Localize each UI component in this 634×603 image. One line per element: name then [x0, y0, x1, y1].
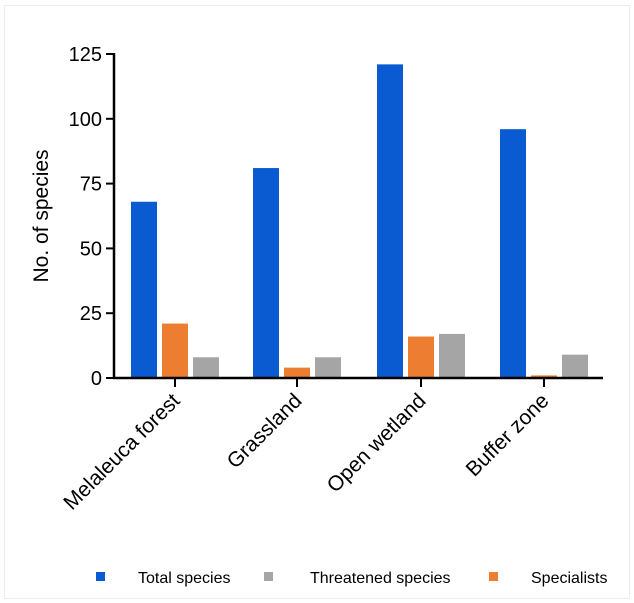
bar-threatened-species-melaleuca-forest [193, 357, 219, 378]
legend-swatch-threatened-species [264, 572, 273, 581]
bar-total-species-buffer-zone [500, 129, 526, 378]
x-category-label: Grassland [223, 389, 307, 473]
legend-label-total-species: Total species [138, 570, 231, 587]
bar-total-species-open-wetland [377, 64, 403, 379]
y-tick-label: 100 [69, 109, 102, 131]
bar-specialists-melaleuca-forest [162, 323, 188, 378]
bar-specialists-buffer-zone [531, 375, 557, 378]
y-tick-label: 125 [69, 44, 102, 66]
bar-total-species-melaleuca-forest [131, 201, 157, 378]
bar-total-species-grassland [253, 168, 279, 378]
y-tick-label: 25 [80, 303, 102, 325]
bar-threatened-species-grassland [315, 357, 341, 378]
x-labels-group: Melaleuca forest Grassland Open wetland Buf… [59, 389, 553, 514]
x-category-label: Buffer zone [462, 389, 554, 481]
bar-threatened-species-buffer-zone [562, 354, 588, 378]
y-tick-label: 0 [91, 368, 102, 390]
bars-group [131, 64, 588, 387]
y-tick-label: 75 [80, 174, 102, 196]
x-category-label: Melaleuca forest [59, 389, 184, 514]
legend-label-threatened-species: Threatened species [310, 570, 451, 587]
y-ticks-group: 0 25 50 75 100 125 [69, 44, 114, 390]
x-category-label: Open wetland [323, 389, 431, 497]
legend: Total species Threatened species Specialis… [96, 570, 607, 587]
legend-swatch-specialists [489, 572, 498, 581]
bar-specialists-grassland [284, 367, 310, 378]
axes-group [112, 53, 603, 380]
y-tick-label: 50 [80, 238, 102, 260]
legend-label-specialists: Specialists [531, 570, 607, 587]
bar-specialists-open-wetland [408, 336, 434, 378]
y-axis-label: No. of species [30, 149, 53, 282]
chart-frame [4, 5, 630, 599]
bar-threatened-species-open-wetland [439, 333, 465, 378]
legend-swatch-total-species [96, 572, 105, 581]
